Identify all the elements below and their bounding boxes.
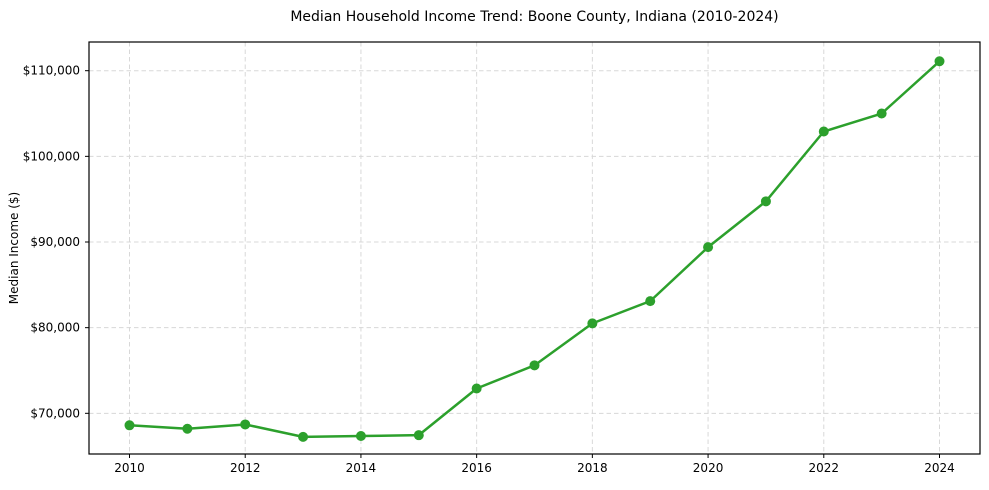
y-tick-label: $80,000 xyxy=(30,321,80,335)
data-point xyxy=(124,420,135,431)
x-tick-label: 2014 xyxy=(346,461,377,475)
data-point xyxy=(240,419,251,430)
data-point xyxy=(298,431,309,442)
x-tick-label: 2016 xyxy=(461,461,492,475)
y-tick-label: $110,000 xyxy=(23,64,80,78)
y-tick-label: $100,000 xyxy=(23,149,80,163)
data-point xyxy=(703,242,714,253)
data-point xyxy=(182,423,193,434)
data-point xyxy=(587,318,598,329)
y-axis-label: Median Income ($) xyxy=(7,191,21,305)
x-tick-label: 2018 xyxy=(577,461,608,475)
data-point xyxy=(471,383,482,394)
x-tick-label: 2022 xyxy=(809,461,840,475)
x-tick-label: 2024 xyxy=(924,461,955,475)
y-tick-label: $70,000 xyxy=(30,406,80,420)
chart-title: Median Household Income Trend: Boone Cou… xyxy=(290,9,779,25)
data-line xyxy=(128,60,941,439)
data-point xyxy=(645,296,656,307)
data-point xyxy=(934,56,945,67)
data-point xyxy=(529,360,540,371)
plot-frame xyxy=(88,41,981,455)
data-point xyxy=(876,108,887,119)
data-point xyxy=(760,196,771,207)
data-point xyxy=(355,431,366,442)
data-point xyxy=(413,430,424,441)
x-tick-label: 2010 xyxy=(114,461,145,475)
y-tick-label: $90,000 xyxy=(30,235,80,249)
data-point xyxy=(818,126,829,137)
x-tick-label: 2020 xyxy=(693,461,724,475)
x-tick-label: 2012 xyxy=(230,461,261,475)
